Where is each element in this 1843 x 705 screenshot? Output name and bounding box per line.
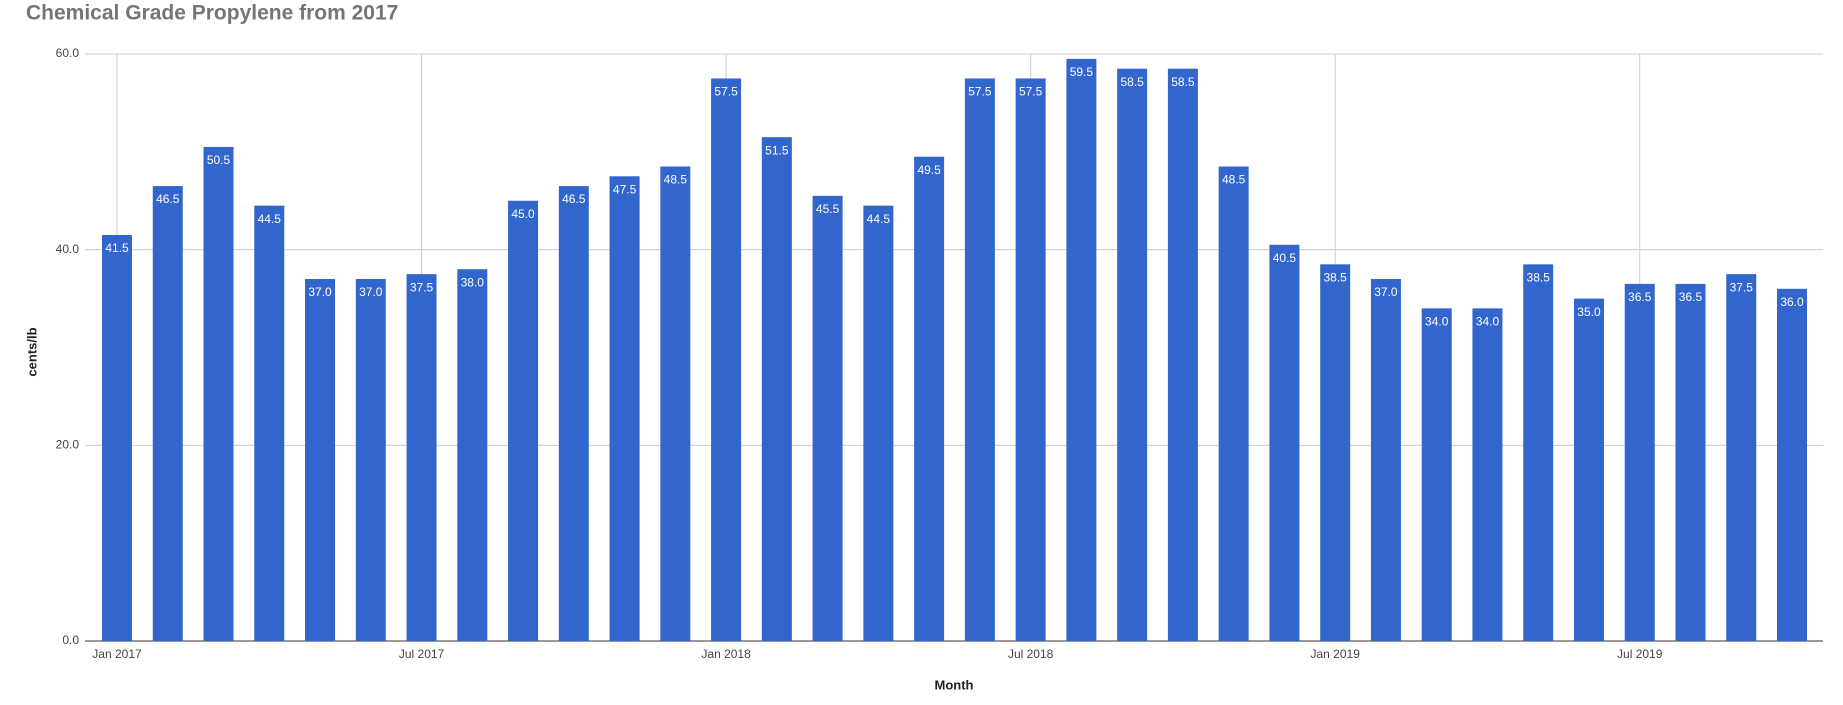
data-label: 34.0 [1425,315,1449,329]
bar [1675,283,1706,641]
bar [203,146,234,642]
y-tick-label: 60.0 [56,46,80,60]
x-tick-label: Jul 2017 [399,647,445,661]
data-label: 47.5 [613,182,637,196]
data-label: 44.5 [258,212,282,226]
bar [355,279,386,641]
data-label: 37.0 [1374,285,1398,299]
bar [914,156,945,641]
data-label: 38.5 [1324,271,1348,285]
bar [964,78,995,642]
data-label: 34.0 [1476,315,1500,329]
bar [761,137,792,642]
data-label: 58.5 [1171,75,1195,89]
data-label: 48.5 [664,173,688,187]
x-axis-label: Month [935,677,974,692]
bar [711,78,742,642]
data-label: 49.5 [917,163,941,177]
data-label: 50.5 [207,153,231,167]
bar [558,186,589,641]
x-tick-label: Jul 2019 [1617,647,1663,661]
bar [1015,78,1046,642]
bar [1624,283,1655,641]
data-label: 51.5 [765,143,789,157]
x-tick-label: Jul 2018 [1008,647,1054,661]
data-label: 40.5 [1273,251,1297,265]
data-label: 57.5 [714,85,738,99]
data-label: 35.0 [1577,305,1601,319]
bar [660,166,691,641]
bar [1370,279,1401,641]
data-label: 44.5 [867,212,891,226]
bar [1523,264,1554,641]
bar [1117,68,1148,642]
data-label: 59.5 [1070,65,1094,79]
data-label: 36.5 [1679,290,1703,304]
bar [457,269,488,641]
y-tick-label: 0.0 [62,633,79,647]
data-label: 37.0 [308,285,332,299]
bar [1167,68,1198,642]
data-label: 45.0 [511,207,535,221]
y-tick-label: 40.0 [56,242,80,256]
data-label: 41.5 [105,241,129,255]
y-tick-label: 20.0 [56,438,80,452]
data-label: 37.0 [359,285,383,299]
data-label: 46.5 [562,192,586,206]
bar [609,176,640,641]
bar [1320,264,1351,641]
data-label: 36.5 [1628,290,1652,304]
data-label: 38.0 [461,275,485,289]
x-tick-label: Jan 2019 [1310,647,1360,661]
bar [1269,244,1300,641]
bar [508,200,539,641]
bar [1726,274,1757,641]
bar [102,234,132,641]
y-axis-label: cents/lb [24,327,39,376]
data-label: 57.5 [968,85,992,99]
data-label: 38.5 [1527,271,1551,285]
chart-title: Chemical Grade Propylene from 2017 [26,2,398,25]
data-label: 45.5 [816,202,840,216]
data-label: 48.5 [1222,173,1246,187]
bar [1066,58,1097,642]
bar [812,195,843,641]
bar [1472,308,1503,641]
bar [863,205,894,641]
bar [254,205,285,641]
bar [1573,298,1604,641]
bar [152,186,183,641]
data-label: 57.5 [1019,85,1043,99]
data-label: 46.5 [156,192,180,206]
x-tick-label: Jan 2018 [701,647,751,661]
bar [305,279,336,641]
x-tick-label: Jan 2017 [92,647,142,661]
bar [1777,288,1807,641]
bar [1421,308,1452,641]
data-label: 36.0 [1780,295,1804,309]
data-label: 37.5 [1730,280,1754,294]
data-label: 37.5 [410,280,434,294]
bar [1218,166,1249,641]
data-label: 58.5 [1120,75,1144,89]
bar [406,274,437,641]
